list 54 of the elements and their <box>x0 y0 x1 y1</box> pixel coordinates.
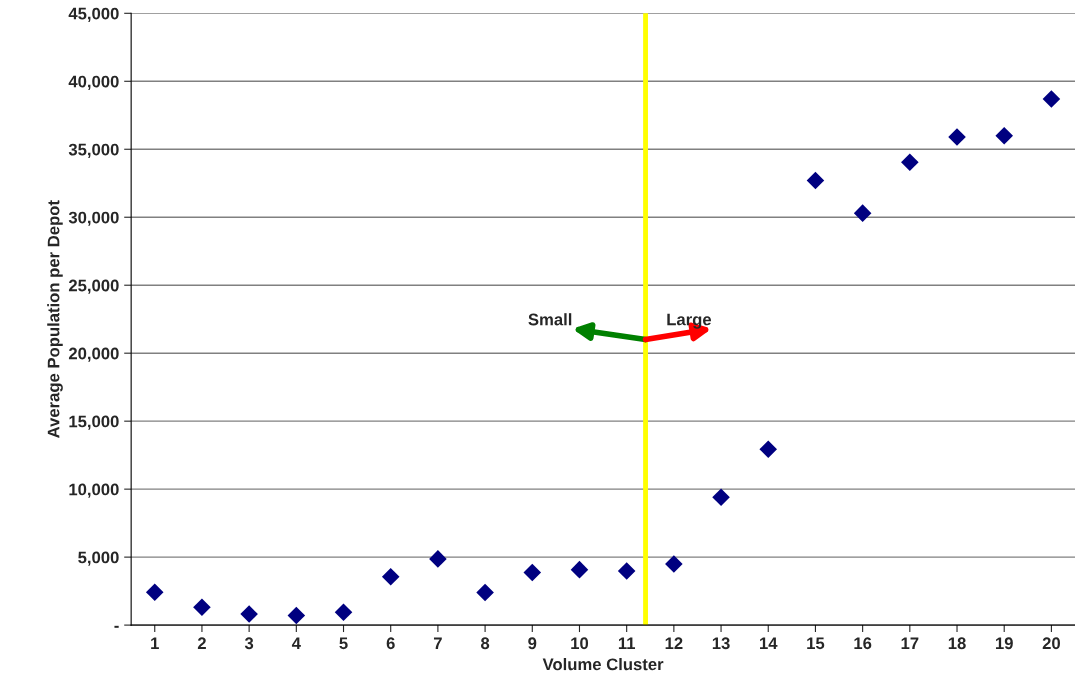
point <box>853 204 872 222</box>
x-tick-label: 2 <box>197 637 206 649</box>
point <box>570 560 589 579</box>
x-tick-label: 17 <box>901 637 919 649</box>
point <box>476 583 494 602</box>
x-tick-label: 20 <box>1042 637 1060 650</box>
x-tick-label: 9 <box>528 637 537 650</box>
x-axis-title: Volume Cluster <box>542 658 664 671</box>
x-tick-label: 14 <box>760 637 778 649</box>
y-tick-label: 5,000 <box>78 551 119 566</box>
x-tick-label: 8 <box>480 637 490 650</box>
point <box>1042 90 1061 108</box>
x-tick-label: 4 <box>291 637 301 649</box>
x-tick-label: 7 <box>433 637 442 649</box>
point <box>901 153 919 171</box>
annotation: Small <box>528 313 572 326</box>
point <box>523 563 542 582</box>
y-tick-label: 25,000 <box>68 279 119 294</box>
y-tick-label: - <box>114 625 119 628</box>
x-tick-label: 3 <box>244 637 254 650</box>
x-tick-label: 19 <box>995 637 1013 650</box>
y-tick-label: 15,000 <box>69 415 119 430</box>
point <box>240 605 258 623</box>
point <box>948 128 966 146</box>
y-tick-label: 45,000 <box>68 7 119 22</box>
point <box>334 603 353 622</box>
point <box>665 555 683 573</box>
point <box>712 488 730 506</box>
point <box>806 171 825 190</box>
x-tick-label: 11 <box>618 637 636 649</box>
point <box>429 550 447 568</box>
point <box>145 583 164 601</box>
x-tick-label: 1 <box>151 637 159 649</box>
x-tick-label: 10 <box>571 637 589 650</box>
y-tick-label: 40,000 <box>68 75 119 90</box>
y-tick-label: 20,000 <box>68 347 119 362</box>
x-tick-label: 5 <box>339 637 348 650</box>
y-tick-label: 35,000 <box>68 143 119 158</box>
x-tick-label: 18 <box>948 637 966 650</box>
x-tick-label: 15 <box>807 637 825 650</box>
x-tick-label: 12 <box>665 637 683 649</box>
y-tick-label: 30,000 <box>68 211 119 226</box>
point <box>193 598 211 617</box>
point <box>759 440 778 458</box>
x-tick-label: 13 <box>712 637 730 650</box>
point <box>995 126 1013 145</box>
point <box>617 562 636 580</box>
y-axis-title: Average Population per Depot <box>47 200 63 438</box>
x-tick-label: 6 <box>386 637 395 650</box>
point <box>287 606 306 625</box>
x-tick-label: 16 <box>854 637 872 650</box>
y-tick-label: 10,000 <box>69 483 119 498</box>
point <box>381 568 400 586</box>
annotation: Large <box>667 313 712 329</box>
